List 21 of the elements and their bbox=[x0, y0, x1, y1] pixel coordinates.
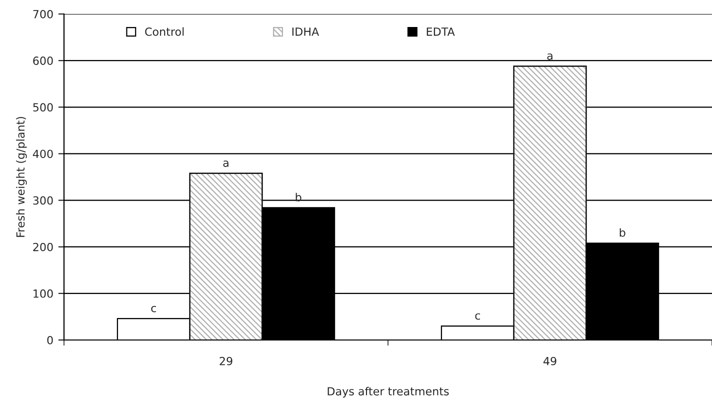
y-tick-label: 300 bbox=[33, 196, 53, 205]
x-tick-label: 29 bbox=[220, 356, 232, 366]
data-label: c bbox=[475, 313, 480, 320]
y-tick-label: 500 bbox=[33, 103, 53, 112]
y-tick-label: 0 bbox=[47, 336, 53, 344]
legend-label: IDHA bbox=[292, 28, 320, 36]
y-tick-label: 200 bbox=[33, 242, 53, 252]
y-tick-label: 400 bbox=[32, 150, 53, 158]
y-tick-label: 100 bbox=[34, 289, 53, 298]
y-axis-title: Fresh weight (g/plant) bbox=[16, 117, 27, 237]
data-label: b bbox=[620, 228, 626, 237]
y-tick-label: 700 bbox=[33, 10, 53, 18]
x-axis-title: Days after treatments bbox=[328, 386, 449, 398]
legend-label: EDTA bbox=[426, 28, 455, 36]
data-label: a bbox=[547, 53, 552, 60]
data-label: c bbox=[151, 306, 156, 312]
x-tick-label: 49 bbox=[543, 356, 556, 366]
y-tick-label: 600 bbox=[33, 56, 53, 65]
data-label: b bbox=[296, 192, 302, 202]
data-label: a bbox=[223, 160, 228, 167]
legend-label: Control bbox=[145, 27, 184, 36]
